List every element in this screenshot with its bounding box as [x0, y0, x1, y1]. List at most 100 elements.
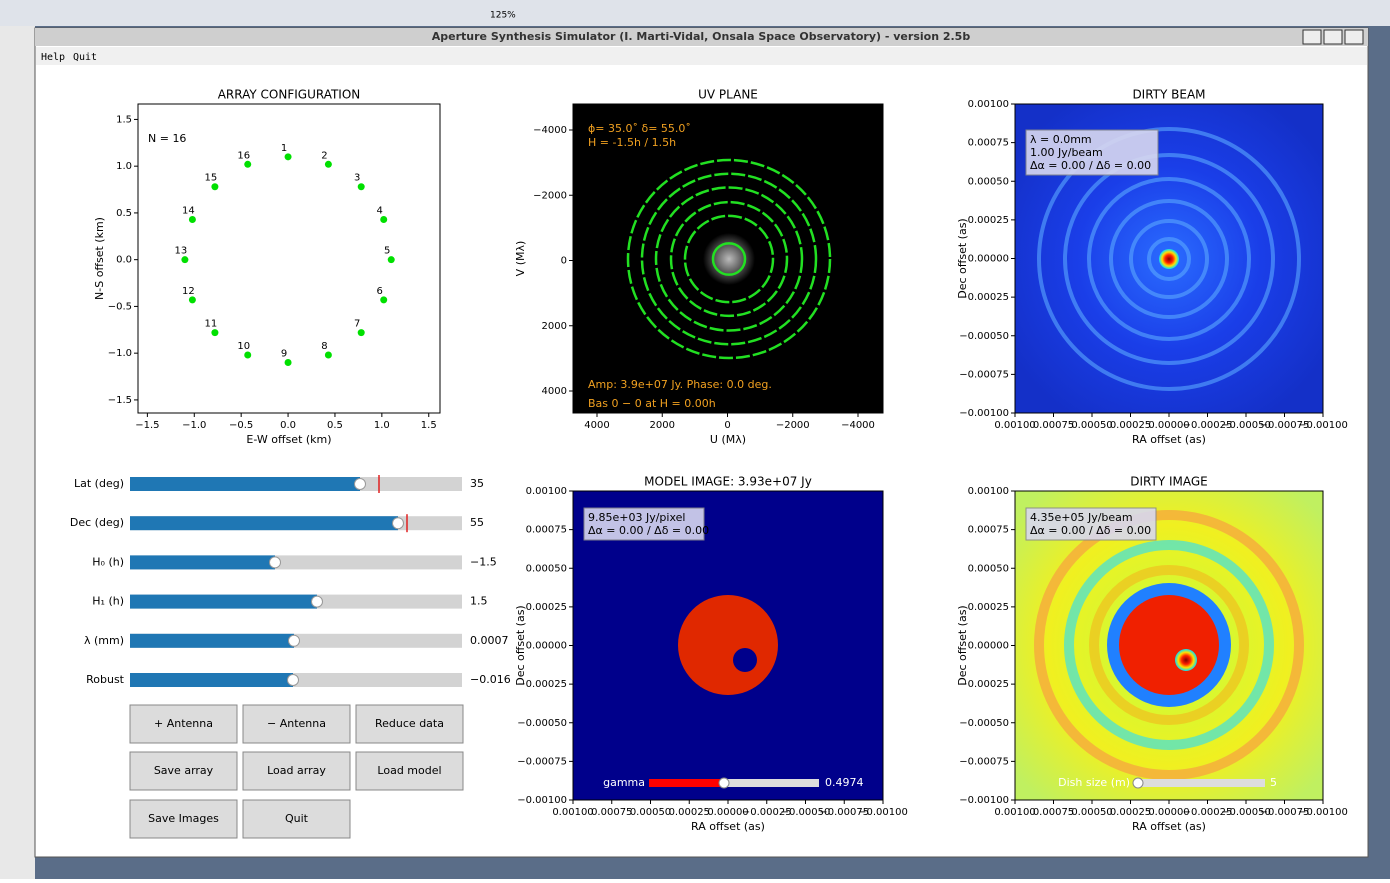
screen: 125% Aperture Synthesis Simulator (I. Ma… — [0, 0, 1390, 879]
slider-value: 0.4974 — [825, 776, 864, 789]
x-axis-label: E-W offset (km) — [246, 433, 331, 446]
menu-item[interactable]: Quit — [73, 52, 97, 63]
y-tick-label: −4000 — [533, 125, 567, 136]
antenna — [244, 161, 251, 168]
y-axis-label: N-S offset (km) — [93, 217, 106, 300]
y-axis-label: V (Mλ) — [514, 241, 527, 277]
antenna-label: 7 — [354, 319, 360, 330]
x-tick-label: −0.00100 — [1298, 420, 1348, 431]
y-tick-label: 0.00000 — [968, 641, 1009, 652]
slider-value: 5 — [1270, 776, 1277, 789]
x-tick-label: 1.0 — [374, 420, 390, 431]
x-axis-label: U (Mλ) — [710, 433, 746, 446]
x-tick-label: 0 — [724, 420, 730, 431]
slider-fill — [130, 516, 398, 530]
y-tick-label: 0.00050 — [968, 176, 1009, 187]
slider-knob[interactable] — [288, 675, 299, 686]
y-tick-label: 1.0 — [116, 161, 132, 172]
model-disk — [678, 595, 778, 695]
slider-fill — [130, 634, 294, 648]
button-label[interactable]: − Antenna — [267, 717, 326, 730]
slider-fill — [130, 555, 275, 569]
uv-annotation: Bas 0 − 0 at H = 0.00h — [588, 397, 716, 410]
y-tick-label: −0.00075 — [959, 369, 1009, 380]
y-tick-label: 1.5 — [116, 114, 132, 125]
slider-value: 1.5 — [470, 595, 488, 608]
y-tick-label: −0.00050 — [959, 718, 1009, 729]
x-tick-label: 0.00050 — [630, 807, 671, 818]
antenna — [285, 359, 292, 366]
button-label[interactable]: Save Images — [148, 812, 219, 825]
maximize-button[interactable] — [1324, 30, 1342, 44]
y-tick-label: 0.00025 — [526, 602, 567, 613]
antenna-label: 10 — [237, 341, 250, 352]
y-tick-label: 0 — [561, 256, 567, 267]
panel-title: DIRTY BEAM — [1132, 88, 1205, 102]
slider-label: Dec (deg) — [70, 516, 124, 529]
y-tick-label: 0.00100 — [968, 486, 1009, 497]
antenna — [325, 161, 332, 168]
dish-track[interactable] — [1135, 779, 1265, 787]
slider-knob[interactable] — [270, 557, 281, 568]
y-tick-label: 0.00075 — [526, 525, 567, 536]
info-line: Δα = 0.00 / Δδ = 0.00 — [1030, 159, 1151, 172]
gamma-fill — [649, 779, 724, 787]
y-tick-label: 0.00075 — [968, 138, 1009, 149]
y-tick-label: −0.00100 — [959, 408, 1009, 419]
x-tick-label: 0.00050 — [1071, 807, 1112, 818]
antenna — [189, 216, 196, 223]
antenna — [244, 352, 251, 359]
dish-knob[interactable] — [1133, 778, 1143, 788]
y-tick-label: −0.00075 — [517, 756, 567, 767]
y-tick-label: 0.00025 — [968, 215, 1009, 226]
x-tick-label: 0.00100 — [994, 420, 1035, 431]
y-tick-label: 0.00000 — [968, 254, 1009, 265]
slider-fill — [130, 477, 360, 491]
slider-knob[interactable] — [355, 479, 366, 490]
slider-fill — [130, 595, 317, 609]
antenna-label: 13 — [175, 246, 188, 257]
slider-label: Lat (deg) — [74, 477, 124, 490]
slider-value: 0.0007 — [470, 634, 509, 647]
x-tick-label: 0.00075 — [1033, 807, 1074, 818]
slider-label: λ (mm) — [84, 634, 124, 647]
x-tick-label: 4000 — [584, 420, 609, 431]
antenna — [325, 352, 332, 359]
antenna-label: 16 — [237, 150, 250, 161]
x-tick-label: 0.5 — [327, 420, 343, 431]
antenna — [189, 296, 196, 303]
antenna-label: 1 — [281, 143, 287, 154]
background-app — [0, 26, 35, 879]
button-label[interactable]: Save array — [154, 764, 214, 777]
window-title: Aperture Synthesis Simulator (I. Marti-V… — [432, 30, 971, 43]
button-label[interactable]: Reduce data — [375, 717, 444, 730]
x-tick-label: 0.00075 — [1033, 420, 1074, 431]
close-button[interactable] — [1345, 30, 1363, 44]
button-label[interactable]: Quit — [285, 812, 309, 825]
y-tick-label: −0.00025 — [959, 679, 1009, 690]
slider-fill — [130, 673, 293, 687]
panel-title: MODEL IMAGE: 3.93e+07 Jy — [644, 475, 812, 489]
uv-annotation: Amp: 3.9e+07 Jy. Phase: 0.0 deg. — [588, 378, 772, 391]
y-tick-label: 0.00100 — [968, 99, 1009, 110]
x-tick-label: 0.00100 — [552, 807, 593, 818]
slider-knob[interactable] — [312, 596, 323, 607]
y-tick-label: −0.00100 — [959, 795, 1009, 806]
y-tick-label: −2000 — [533, 190, 567, 201]
button-label[interactable]: + Antenna — [154, 717, 213, 730]
slider-value: 35 — [470, 477, 484, 490]
minimize-button[interactable] — [1303, 30, 1321, 44]
slider-knob[interactable] — [289, 635, 300, 646]
slider-label: Dish size (m) — [1058, 776, 1130, 789]
y-tick-label: −0.00025 — [959, 292, 1009, 303]
y-tick-label: 0.00100 — [526, 486, 567, 497]
menu-item[interactable]: Help — [41, 52, 65, 63]
button-label[interactable]: Load array — [267, 764, 326, 777]
y-tick-label: −1.5 — [108, 395, 132, 406]
uv-annotation: H = -1.5h / 1.5h — [588, 136, 676, 149]
slider-value: −0.016 — [470, 673, 511, 686]
y-tick-label: 4000 — [542, 386, 567, 397]
gamma-knob[interactable] — [719, 778, 729, 788]
slider-knob[interactable] — [393, 518, 404, 529]
button-label[interactable]: Load model — [377, 764, 441, 777]
